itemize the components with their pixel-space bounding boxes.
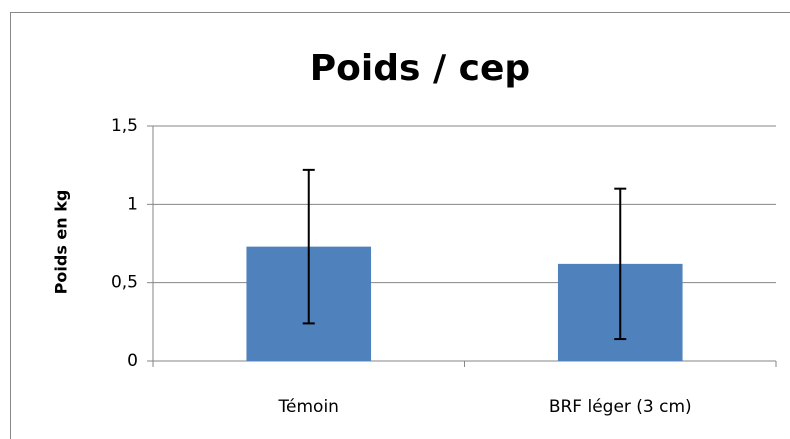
x-tick-label: BRF léger (3 cm): [549, 397, 692, 417]
y-tick-label: 0,5: [111, 273, 138, 293]
y-tick-label: 1,5: [111, 116, 138, 136]
y-axis-label: Poids en kg: [52, 190, 71, 295]
y-tick-label: 1: [127, 194, 138, 214]
chart-frame: [10, 12, 790, 439]
chart-title: Poids / cep: [310, 48, 530, 89]
y-tick-label: 0: [127, 351, 138, 371]
x-tick-label: Témoin: [278, 397, 339, 417]
